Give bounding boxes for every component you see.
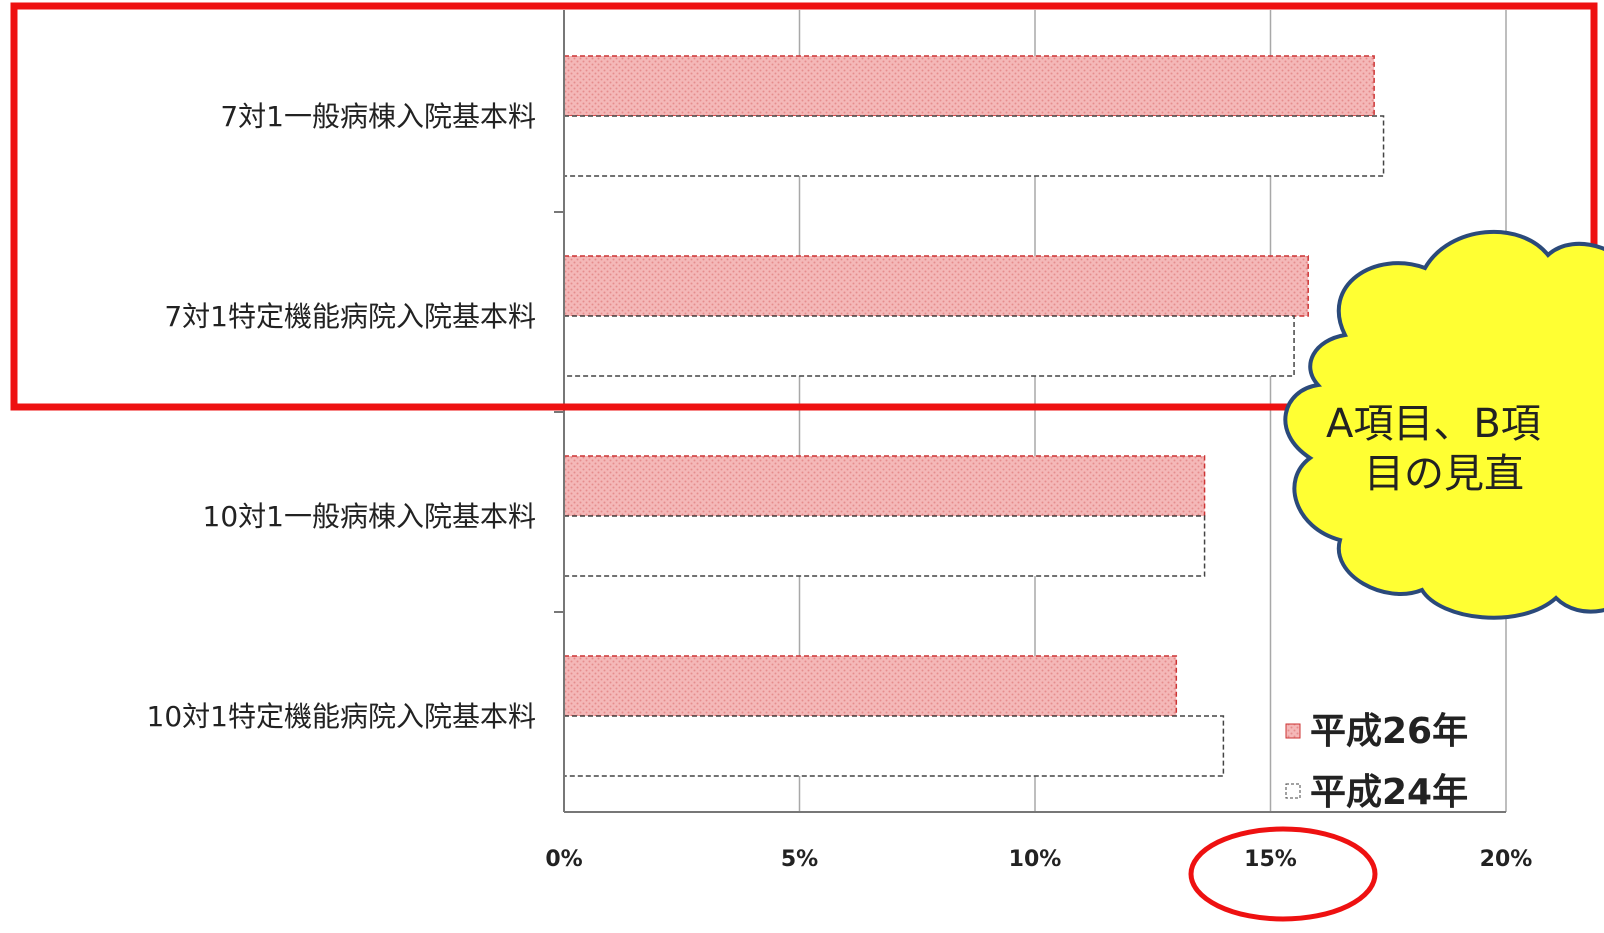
category-label-3: 10対1特定機能病院入院基本料 (147, 700, 536, 733)
category-label-2: 10対1一般病棟入院基本料 (203, 500, 536, 533)
callout-cloud: A項目、B項 目の見直 (1283, 229, 1604, 620)
legend-swatch-series-1 (1285, 723, 1301, 739)
highlight-box (10, 2, 1598, 411)
tick-highlight-circle (1188, 826, 1378, 922)
category-label-1: 7対1特定機能病院入院基本料 (164, 300, 536, 333)
bar-series-1-2 (563, 455, 1206, 517)
bar-series-1-0 (563, 55, 1375, 117)
bar-series-1-1 (563, 255, 1309, 317)
bar-series-2-1 (563, 315, 1295, 377)
bars (563, 55, 1385, 777)
bar-series-2-2 (563, 515, 1206, 577)
callout-text-line-1: A項目、B項 (1326, 401, 1541, 447)
legend-label-series-2: 平成24年 (1310, 772, 1468, 813)
x-tick-label-4: 20% (1480, 847, 1533, 872)
x-tick-labels: 0% 5% 10% 15% 20% (545, 847, 1532, 872)
bar-series-1-3 (563, 655, 1178, 717)
category-label-0: 7対1一般病棟入院基本料 (220, 100, 536, 133)
category-labels: 7対1一般病棟入院基本料 7対1特定機能病院入院基本料 10対1一般病棟入院基本料 1… (147, 100, 536, 733)
x-tick-label-2: 10% (1009, 847, 1062, 872)
legend-label-series-1: 平成26年 (1310, 711, 1468, 752)
bar-series-2-3 (563, 715, 1225, 777)
callout-text-line-2: 目の見直 (1364, 451, 1524, 497)
axes (554, 10, 1506, 813)
x-tick-label-1: 5% (781, 847, 818, 872)
x-tick-label-3: 15% (1244, 847, 1297, 872)
bar-series-2-0 (563, 115, 1385, 177)
x-tick-label-0: 0% (545, 847, 582, 872)
legend: 平成26年 平成24年 (1285, 711, 1468, 813)
legend-swatch-series-2 (1285, 783, 1301, 799)
callout-cloud-shape (1283, 229, 1604, 620)
